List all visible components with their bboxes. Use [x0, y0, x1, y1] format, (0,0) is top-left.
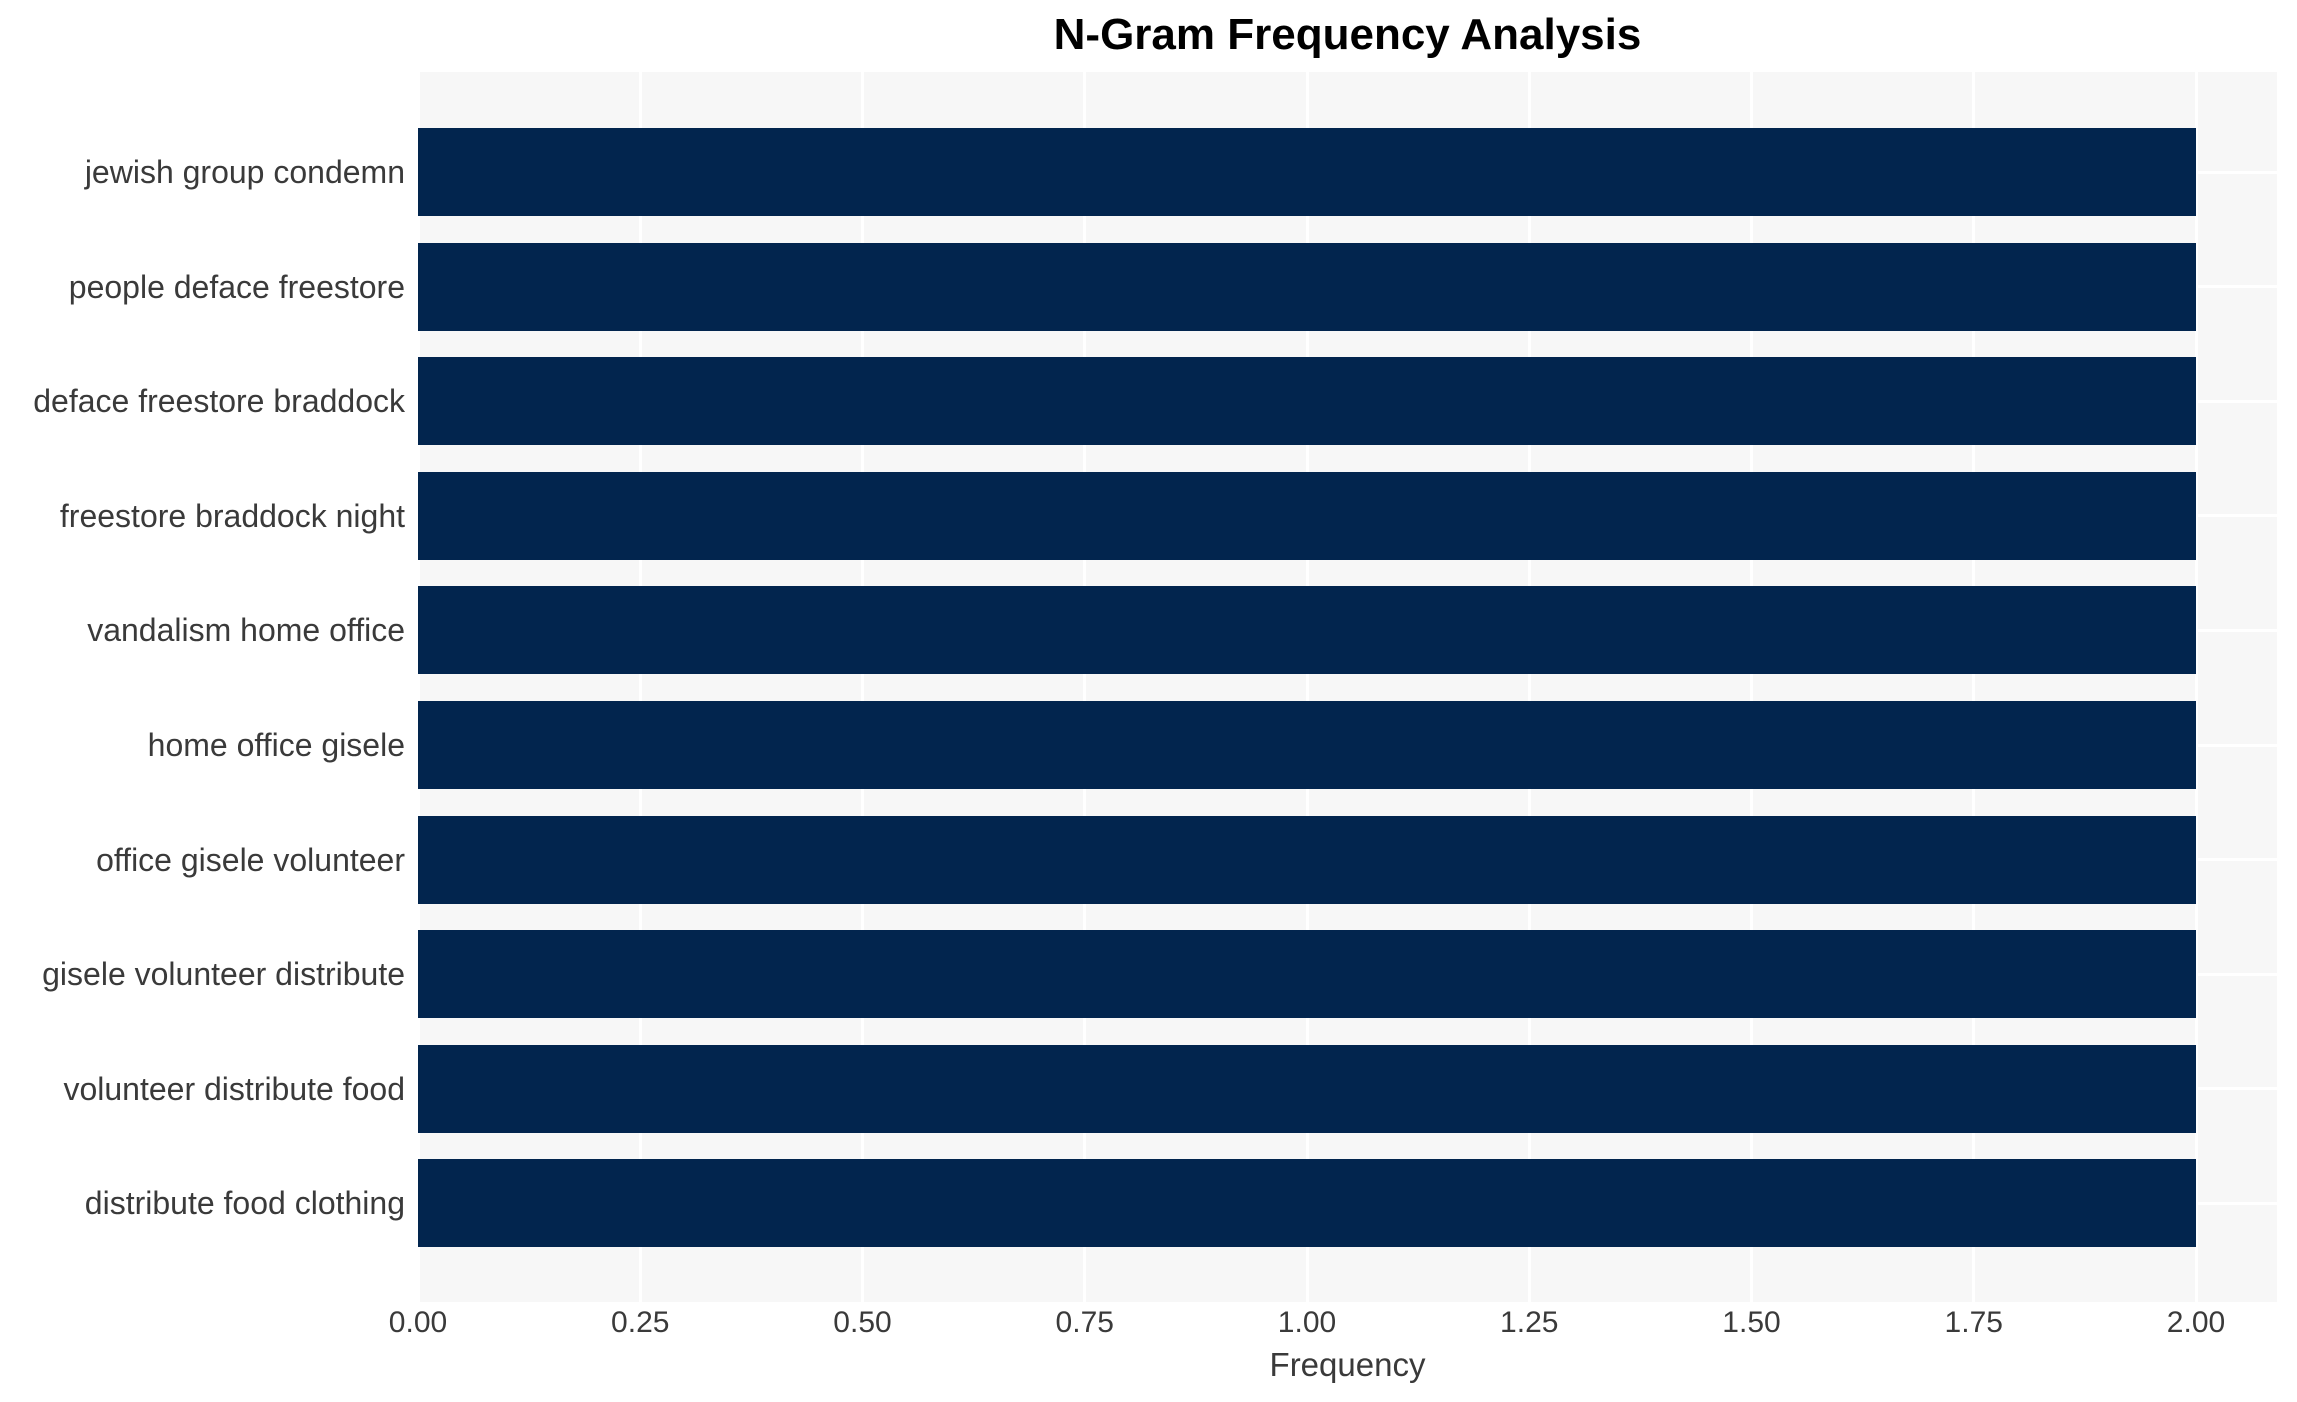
frequency-bar — [418, 471, 2196, 560]
x-tick-label: 1.00 — [1277, 1306, 1337, 1339]
gridline-vertical — [1750, 72, 1753, 1302]
x-axis-label: Frequency — [1269, 1346, 1426, 1383]
x-tick-label: 1.75 — [1944, 1306, 2003, 1339]
x-tick-label: 0.25 — [611, 1306, 670, 1339]
y-axis-label: gisele volunteer distribute — [42, 956, 405, 993]
y-axis-label: vandalism home office — [87, 612, 405, 649]
gridline-vertical — [1305, 72, 1309, 1302]
x-tick-label: 0.75 — [1055, 1306, 1114, 1339]
frequency-bar — [418, 701, 2196, 789]
gridline-vertical — [1972, 72, 1976, 1302]
y-axis-label: deface freestore braddock — [33, 383, 405, 420]
y-axis-label: home office gisele — [147, 727, 405, 763]
x-tick-label: 0.50 — [833, 1306, 892, 1339]
y-axis-label: people deface freestore — [68, 268, 405, 305]
gridline-vertical — [861, 72, 864, 1302]
x-tick-label: 2.00 — [2166, 1306, 2226, 1339]
y-axis-label: distribute food clothing — [84, 1185, 405, 1222]
frequency-bar — [418, 1159, 2196, 1248]
gridline-vertical — [1527, 72, 1531, 1302]
y-axis-label: volunteer distribute food — [63, 1070, 405, 1107]
frequency-bar — [418, 128, 2196, 216]
y-axis-label: office gisele volunteer — [96, 841, 405, 878]
frequency-bar — [418, 815, 2196, 904]
y-axis-label: freestore braddock night — [59, 497, 405, 534]
gridline-vertical — [1083, 72, 1087, 1302]
frequency-bar — [418, 357, 2196, 446]
x-tick-label: 1.25 — [1500, 1306, 1559, 1339]
chart-title: N-Gram Frequency Analysis — [1053, 10, 1642, 59]
frequency-bar — [418, 586, 2196, 675]
frequency-bar — [418, 242, 2196, 331]
gridline-vertical — [416, 72, 420, 1302]
frequency-bar — [418, 930, 2196, 1019]
y-axis-label: jewish group condemn — [84, 154, 405, 190]
x-tick-label: 1.50 — [1722, 1306, 1781, 1339]
frequency-bar — [418, 1044, 2196, 1133]
x-tick-label: 0.00 — [388, 1306, 448, 1339]
gridline-vertical — [638, 72, 642, 1302]
gridline-vertical — [2194, 72, 2198, 1302]
